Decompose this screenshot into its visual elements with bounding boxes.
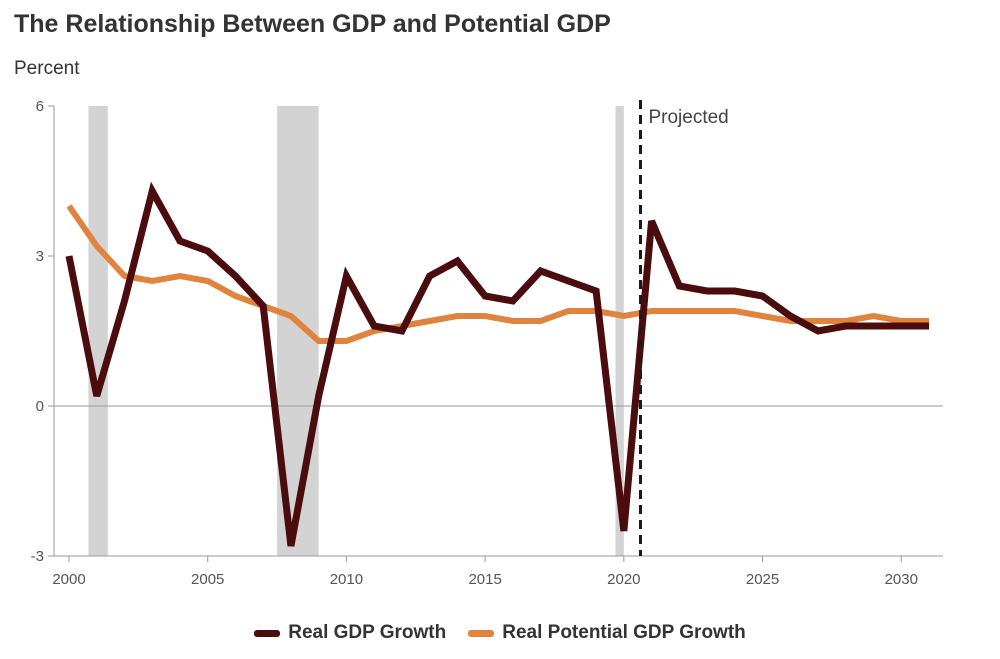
axes: 6 3 0 -3 2000 2005 2010 2015 2020 2025 2030 (31, 98, 943, 588)
legend-item-real-gdp: Real GDP Growth (254, 622, 446, 644)
y-tick-label-6: 6 (36, 98, 44, 115)
x-tick-label-2020: 2020 (607, 571, 640, 588)
y-axis-label: Percent (14, 58, 80, 79)
recession-band-2 (615, 106, 624, 556)
line-chart: 6 3 0 -3 2000 2005 2010 2015 2020 2025 2030 Projec… (31, 98, 943, 588)
x-tick-label-2025: 2025 (746, 571, 779, 588)
series-line-potential-gdp (66, 204, 929, 344)
legend-swatch-potential-gdp (468, 629, 495, 637)
annotations: Projected (638, 100, 729, 556)
x-tick-label-2000: 2000 (52, 571, 85, 588)
series-line-real-gdp (65, 181, 929, 547)
legend: Real GDP Growth Real Potential GDP Growt… (0, 622, 1000, 644)
recession-band-0 (88, 106, 108, 556)
legend-item-potential-gdp: Real Potential GDP Growth (468, 622, 746, 644)
y-tick-label-3: 3 (36, 248, 44, 265)
x-tick-label-2030: 2030 (885, 571, 918, 588)
y-tick-label--3: -3 (31, 548, 44, 565)
legend-label-potential-gdp: Real Potential GDP Growth (502, 622, 746, 643)
legend-swatch-real-gdp (254, 629, 281, 637)
x-tick-label-2010: 2010 (330, 571, 363, 588)
legend-label-real-gdp: Real GDP Growth (288, 622, 447, 643)
y-tick-label-0: 0 (36, 398, 44, 415)
x-tick-label-2015: 2015 (468, 571, 501, 588)
projected-label: Projected (648, 107, 728, 128)
x-tick-label-2005: 2005 (191, 571, 224, 588)
series-lines (65, 181, 929, 547)
recession-shading (88, 106, 624, 556)
chart-title: The Relationship Between GDP and Potenti… (14, 10, 611, 38)
